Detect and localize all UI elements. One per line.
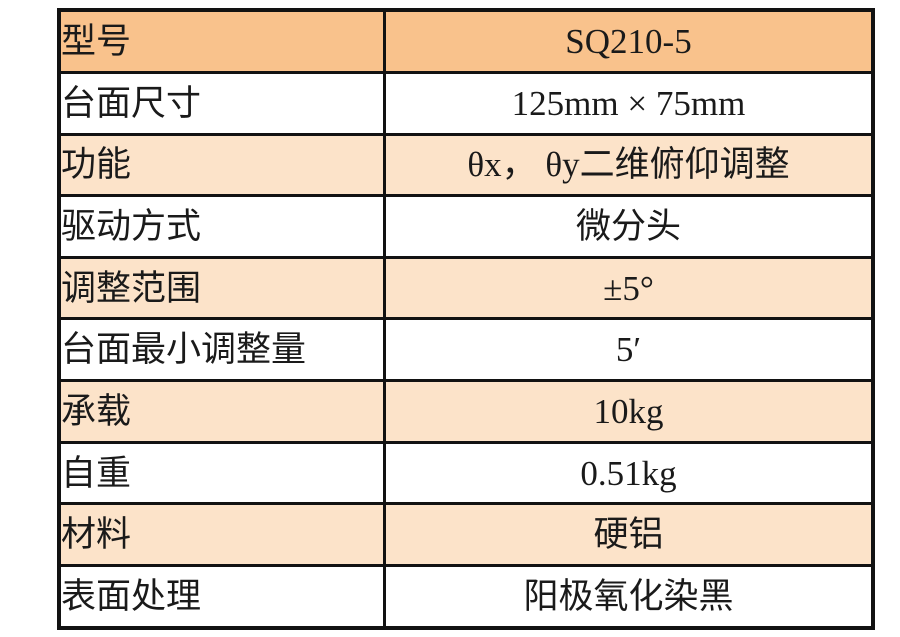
spec-value-cell: ±5° — [383, 255, 875, 321]
spec-value-cell: 10kg — [383, 379, 875, 444]
spec-table-body: 型号 SQ210-5 台面尺寸 125mm × 75mm 功能 θx， θy二维… — [57, 8, 875, 630]
table-row: 调整范围 ±5° — [57, 255, 875, 321]
spec-label-cell: 功能 — [57, 132, 386, 198]
table-row: 承载 10kg — [57, 379, 875, 444]
table-row: 材料 硬铝 — [57, 502, 875, 567]
table-row: 台面尺寸 125mm × 75mm — [57, 70, 875, 136]
table-row: 自重 0.51kg — [57, 440, 875, 506]
table-row: 功能 θx， θy二维俯仰调整 — [57, 132, 875, 198]
spec-value-cell: 阳极氧化染黑 — [383, 563, 875, 630]
spec-value-cell: SQ210-5 — [383, 8, 875, 74]
spec-value-cell: θx， θy二维俯仰调整 — [383, 132, 875, 198]
spec-label-cell: 驱动方式 — [57, 194, 386, 259]
spec-value-cell: 0.51kg — [383, 440, 875, 506]
product-spec-table: 型号 SQ210-5 台面尺寸 125mm × 75mm 功能 θx， θy二维… — [57, 8, 875, 630]
table-row: 表面处理 阳极氧化染黑 — [57, 563, 875, 630]
table-row: 驱动方式 微分头 — [57, 194, 875, 259]
spec-label-cell: 材料 — [57, 502, 386, 567]
spec-value-cell: 微分头 — [383, 194, 875, 259]
table-row: 台面最小调整量 5′ — [57, 317, 875, 383]
spec-label-cell: 台面最小调整量 — [57, 317, 386, 383]
spec-label-cell: 调整范围 — [57, 255, 386, 321]
spec-label-cell: 型号 — [57, 8, 386, 74]
table-row: 型号 SQ210-5 — [57, 8, 875, 74]
spec-label-cell: 承载 — [57, 379, 386, 444]
spec-label-cell: 台面尺寸 — [57, 70, 386, 136]
spec-value-cell: 5′ — [383, 317, 875, 383]
spec-label-cell: 表面处理 — [57, 563, 386, 630]
spec-value-cell: 硬铝 — [383, 502, 875, 567]
spec-label-cell: 自重 — [57, 440, 386, 506]
spec-value-cell: 125mm × 75mm — [383, 70, 875, 136]
